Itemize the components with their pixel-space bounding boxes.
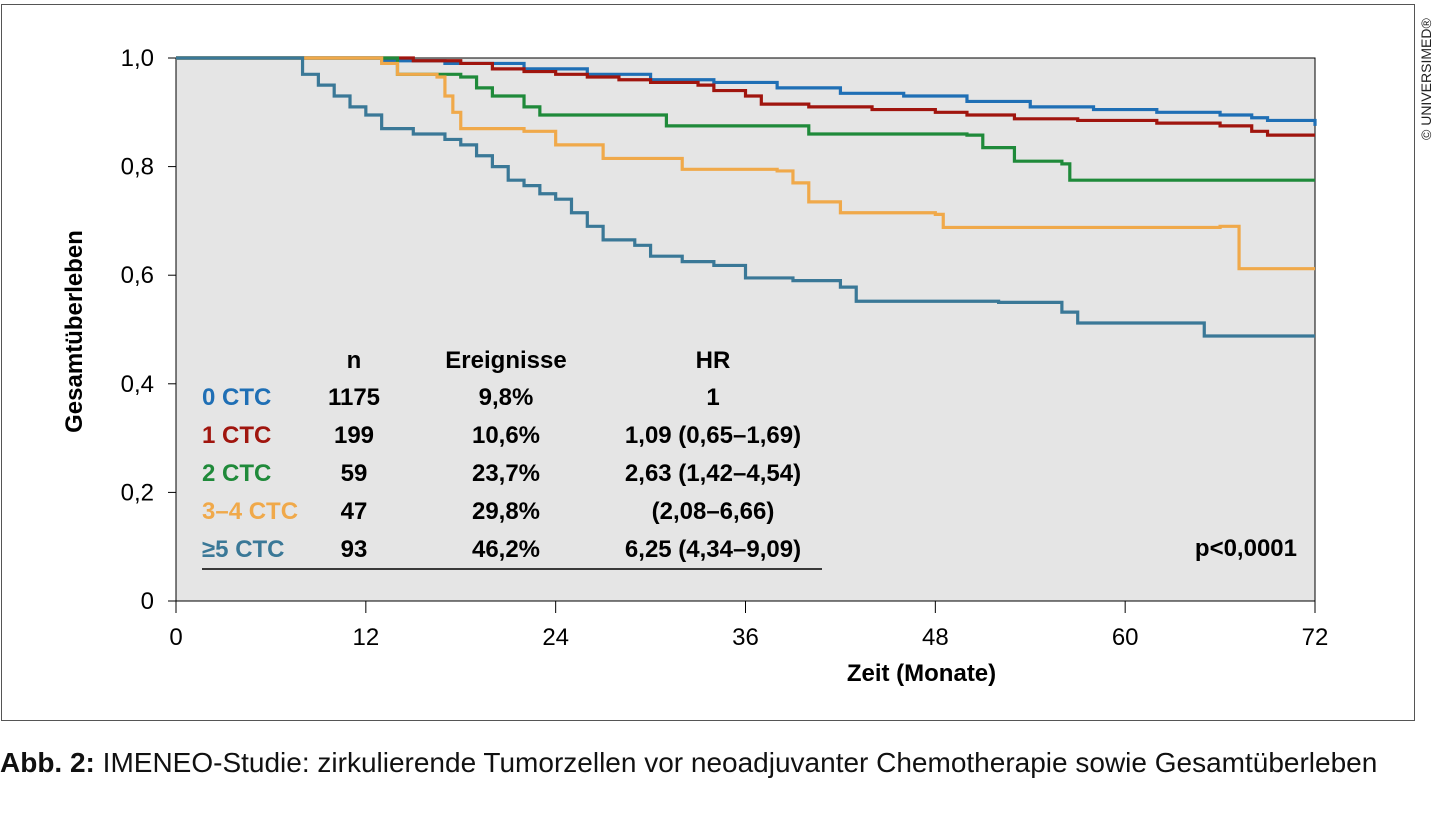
legend-header: Ereignisse: [445, 347, 566, 374]
x-tick-label: 36: [732, 624, 759, 651]
legend-row-hr: 1,09 (0,65–1,69): [625, 422, 801, 449]
legend-row-hr: 1: [706, 384, 719, 411]
x-tick-label: 72: [1302, 624, 1329, 651]
figure-caption: Abb. 2: IMENEO-Studie: zirkulierende Tum…: [0, 742, 1440, 784]
survival-chart: 0 0,2 0,4 0,6 0,8 1,0 0 12 24 36 48 60 72 Gesamtübe…: [61, 45, 1328, 687]
curve-0-ctc: [176, 56, 1317, 126]
x-axis: 0 12 24 36 48 60 72: [169, 601, 1328, 651]
x-tick-label: 0: [169, 624, 182, 651]
legend-row-label: 3–4 CTC: [202, 498, 298, 525]
legend-row-events: 46,2%: [472, 536, 540, 563]
curve-1-ctc: [176, 56, 1315, 137]
y-tick-label: 0,6: [121, 262, 154, 289]
legend-row-events: 29,8%: [472, 498, 540, 525]
caption-text: IMENEO-Studie: zirkulierende Tumorzellen…: [94, 747, 1378, 778]
x-tick-label: 12: [352, 624, 379, 651]
legend-row-hr: (2,08–6,66): [652, 498, 775, 525]
copyright-notice: © UNIVERSIMED®: [1418, 18, 1434, 140]
legend-row-hr: 6,25 (4,34–9,09): [625, 536, 801, 563]
legend-row-n: 199: [334, 422, 374, 449]
legend-header: n: [347, 347, 362, 374]
x-tick-label: 24: [542, 624, 569, 651]
legend-row-hr: 2,63 (1,42–4,54): [625, 460, 801, 487]
legend-row-events: 23,7%: [472, 460, 540, 487]
y-tick-label: 0,2: [121, 479, 154, 506]
caption-prefix: Abb. 2:: [0, 747, 95, 778]
y-axis-label: Gesamtüberleben: [61, 230, 88, 433]
y-tick-label: 0,4: [121, 371, 154, 398]
legend-row-n: 47: [341, 498, 368, 525]
legend-row-events: 9,8%: [479, 384, 534, 411]
legend-header: HR: [696, 347, 731, 374]
legend-table: n Ereignisse HR 0 CTC 1175 9,8% 1 1 CTC 199 10,6%…: [202, 347, 822, 570]
legend-row-events: 10,6%: [472, 422, 540, 449]
legend-row-label: 0 CTC: [202, 384, 271, 411]
legend-row-n: 1175: [328, 384, 380, 411]
legend-row-label: 1 CTC: [202, 422, 271, 449]
curve-5-ctc: [176, 56, 1315, 338]
survival-curves: [176, 56, 1317, 338]
plot-area: [175, 57, 1316, 602]
p-value-annotation: p<0,0001: [1195, 535, 1297, 562]
legend-row-n: 59: [341, 460, 368, 487]
y-tick-label: 0: [141, 588, 154, 615]
legend-row-label: 2 CTC: [202, 460, 271, 487]
y-axis: 0 0,2 0,4 0,6 0,8 1,0: [121, 45, 176, 615]
x-tick-label: 60: [1112, 624, 1139, 651]
y-tick-label: 0,8: [121, 154, 154, 181]
legend-row-n: 93: [341, 536, 368, 563]
x-axis-label: Zeit (Monate): [847, 660, 996, 687]
legend-row-label: ≥5 CTC: [202, 536, 285, 563]
x-tick-label: 48: [922, 624, 949, 651]
curve-3-4-ctc: [176, 56, 1315, 271]
y-tick-label: 1,0: [121, 45, 154, 72]
curve-2-ctc: [176, 56, 1315, 182]
